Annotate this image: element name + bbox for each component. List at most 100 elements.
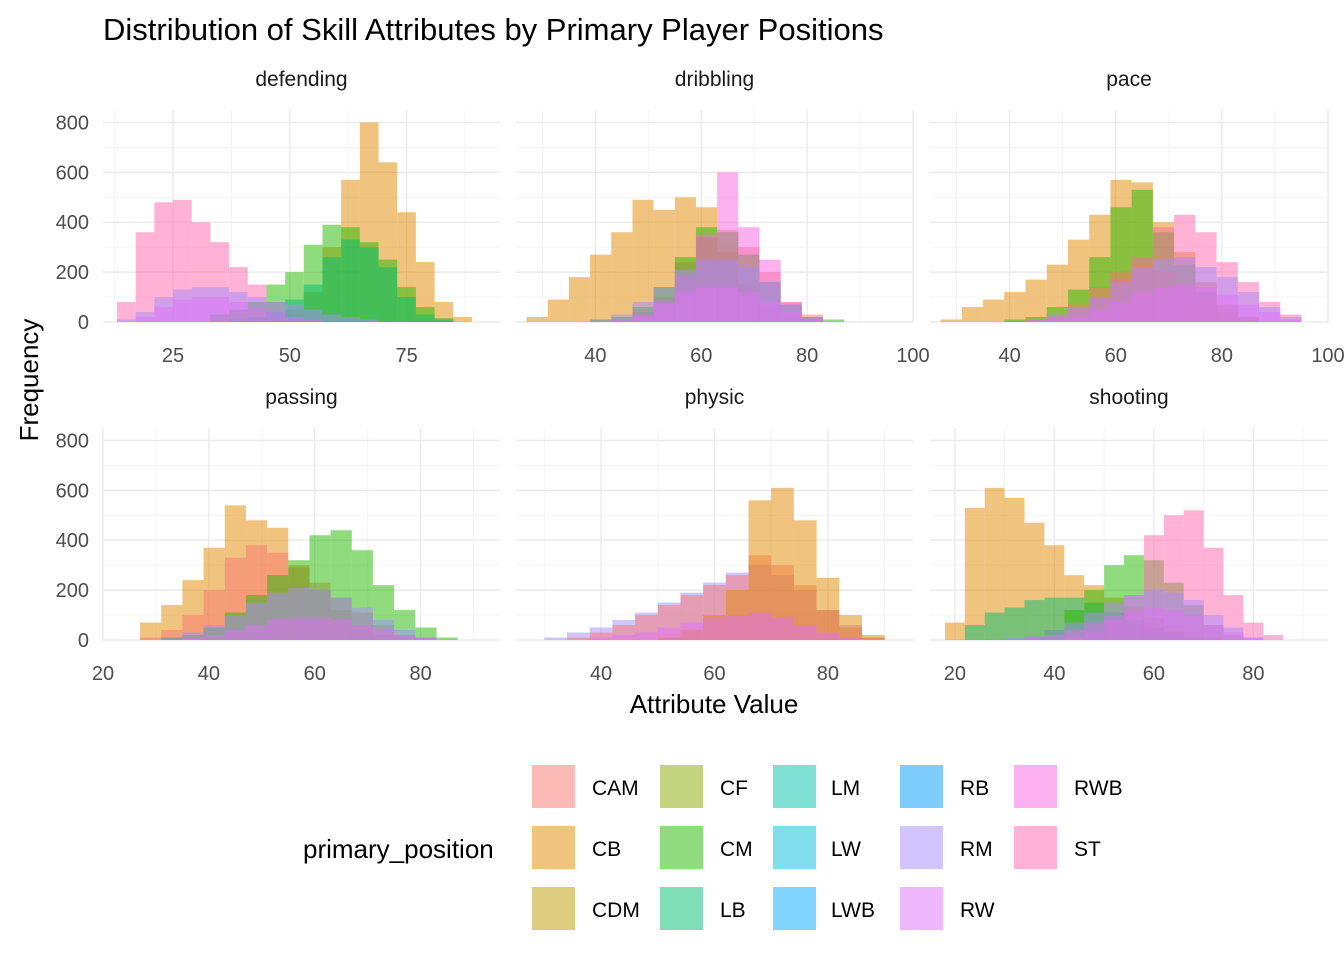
histogram-bar [612,635,636,640]
histogram-bar [839,615,862,640]
legend-key [660,826,703,869]
histogram-bar [453,317,472,322]
histogram-bar [322,257,342,322]
y-tick-label: 800 [56,430,89,452]
y-tick-label: 400 [56,212,89,234]
histogram-bar [589,637,613,640]
histogram-bar [1044,597,1065,640]
legend-label: CM [720,838,753,861]
histogram-bar [674,292,696,322]
histogram-bar [568,277,591,322]
facet-label: dribbling [675,68,754,91]
histogram-bar [341,317,360,322]
histogram-bar [266,312,286,322]
histogram-bar [1183,615,1204,640]
histogram-bar [182,632,204,640]
x-tick-label: 80 [817,663,839,685]
histogram-bar [285,317,304,322]
x-tick-label: 20 [92,663,114,685]
histogram-bar [161,637,183,640]
histogram-bar [1004,319,1026,322]
x-tick-label: 80 [1211,345,1233,367]
histogram-bar [703,617,726,640]
legend-label: LB [720,899,746,922]
series-RW-defending [135,297,323,322]
facet-label: passing [265,386,337,409]
y-tick-label: 600 [56,480,89,502]
histogram-bar [611,232,633,322]
x-tick-label: 25 [162,345,184,367]
histogram-bar [1064,630,1085,640]
x-tick-label: 80 [409,663,431,685]
histogram-bar [1004,497,1025,640]
legend-label: ST [1074,838,1101,861]
legend-item-CAM: CAM [532,765,639,808]
legend-item-CB: CB [532,826,621,869]
histogram-bar [415,627,437,640]
histogram-bar [793,625,817,640]
y-tick-label: 200 [56,262,89,284]
histogram-bar [1025,279,1047,322]
histogram-bar [1067,317,1090,322]
histogram-bar [1044,635,1065,640]
legend-item-LM: LM [773,765,860,808]
histogram-bar [984,612,1005,640]
legend-item-RW: RW [900,887,995,930]
histogram-bar [140,637,162,640]
histogram-bar [1223,632,1244,640]
legend-key [773,765,816,808]
histogram-bar [964,507,985,640]
histogram-bar [341,239,360,322]
x-tick-label: 40 [590,663,612,685]
legend-label: RB [960,777,989,800]
histogram-bar [653,304,675,322]
histogram-bar [984,487,1005,640]
legend-label: LWB [831,899,875,922]
legend-key [1014,765,1057,808]
histogram-bar [322,314,342,322]
y-axis-title: Frequency [14,319,44,442]
histogram-bar [823,319,845,322]
x-tick-label: 40 [1043,663,1065,685]
histogram-bar [816,577,840,640]
histogram-bar [191,297,211,322]
histogram-bar [964,625,985,640]
histogram-bar [793,520,817,640]
histogram-bar [436,637,458,640]
legend-key [773,887,816,930]
histogram-bar [135,317,155,322]
histogram-bar [738,292,760,322]
histogram-bar [135,232,155,322]
histogram-bar [309,617,331,640]
series-RW-shooting [1024,607,1264,640]
legend-label: RW [960,899,995,922]
histogram-bar [632,199,654,322]
legend-key [773,826,816,869]
histogram-bar [1025,319,1047,322]
histogram-bar [154,307,174,322]
histogram-bar [1263,635,1284,640]
histogram-bar [1024,637,1045,640]
histogram-bar [351,625,373,640]
x-tick-label: 40 [584,345,606,367]
histogram-bar [1216,294,1238,322]
histogram-bar [611,314,633,322]
histogram-bar [1152,287,1175,322]
facet-label: shooting [1089,386,1168,409]
panel-pace: pace 40 60 80 100 [930,68,1344,367]
legend-label: RM [960,838,993,861]
x-tick-label: 20 [944,663,966,685]
histogram-bar [1084,622,1105,640]
series-RW-dribbling [611,287,824,322]
histogram-bar [394,635,416,640]
panel-shooting: shooting 20 40 60 80 [930,386,1328,685]
x-tick-label: 75 [395,345,417,367]
histogram-bar [1089,309,1111,322]
histogram-bar [434,319,454,322]
histogram-bar [229,302,248,322]
x-tick-label: 80 [796,345,818,367]
histogram-bar [303,319,323,322]
legend-label: CDM [592,899,640,922]
